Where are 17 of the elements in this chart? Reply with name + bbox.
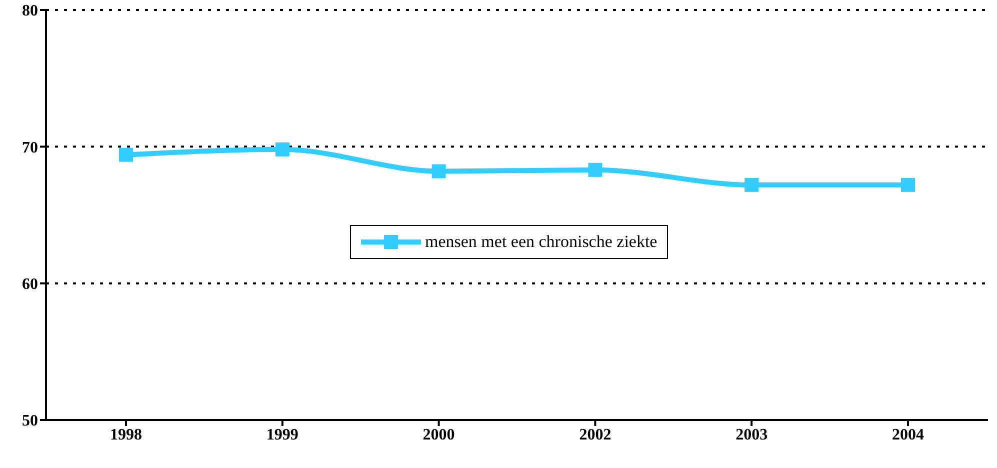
x-tick-label: 2003 (736, 426, 768, 444)
y-tick-label: 70 (22, 139, 38, 156)
x-tick-label: 1998 (110, 426, 142, 444)
x-tick-label: 1999 (266, 426, 298, 444)
point (275, 142, 290, 156)
point (744, 178, 759, 192)
legend-label: mensen met een chronische ziekte (425, 232, 658, 252)
point (119, 148, 133, 162)
point (588, 162, 602, 177)
x-tick-label: 2002 (579, 426, 612, 444)
point (432, 164, 446, 178)
y-tick-label: 80 (22, 2, 38, 20)
point (901, 178, 915, 192)
y-tick-label: 60 (22, 276, 38, 294)
x-tick-label: 2000 (422, 426, 455, 444)
x-tick-label: 2004 (892, 426, 924, 444)
y-tick-label: 50 (22, 412, 38, 430)
